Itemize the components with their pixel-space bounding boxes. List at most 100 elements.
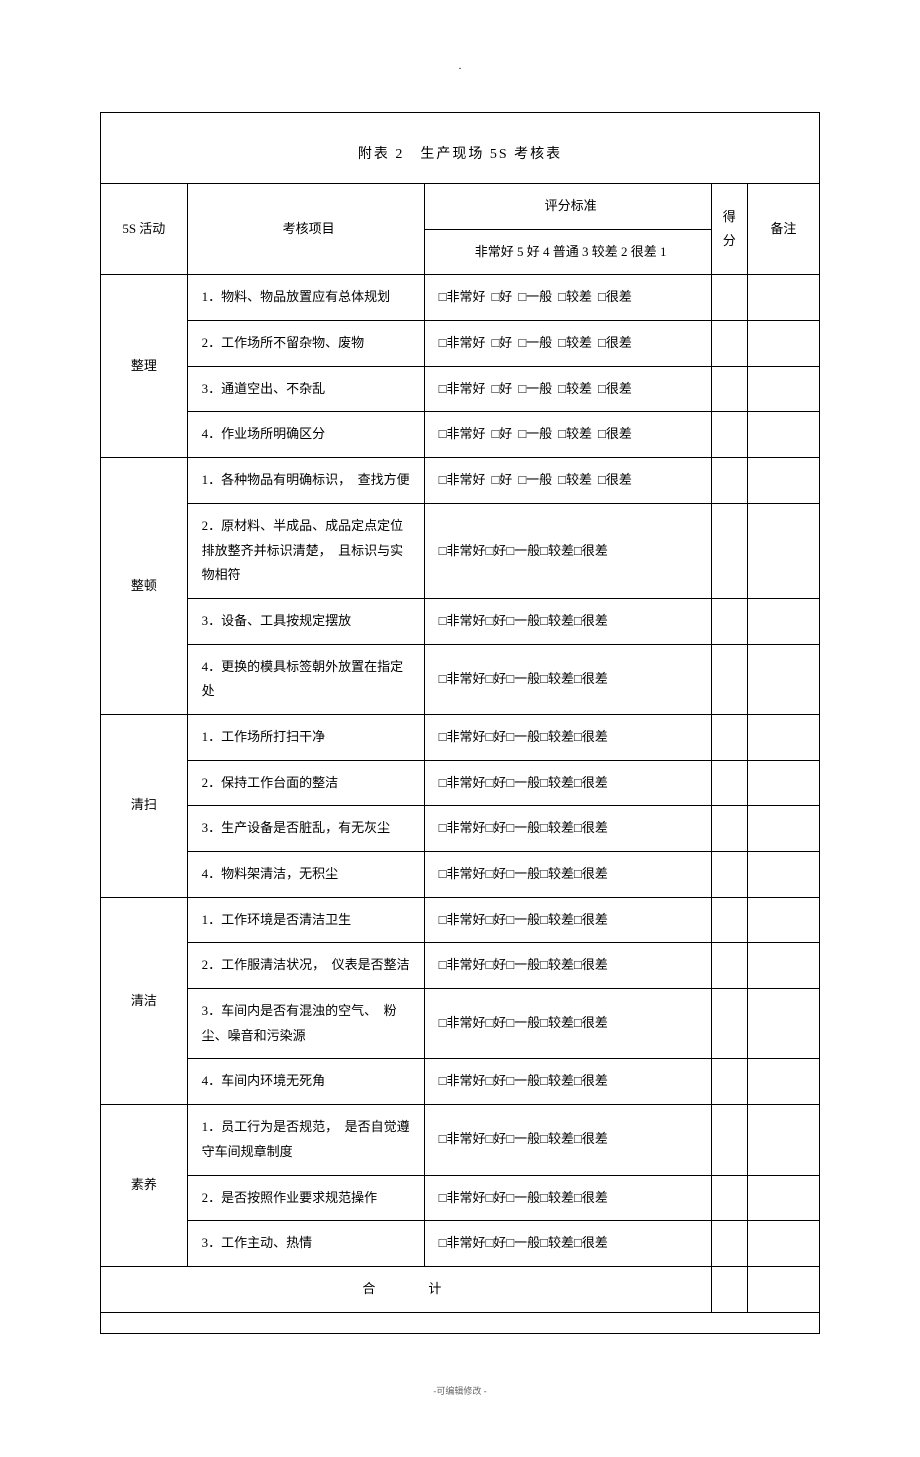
rating-cell[interactable]: □非常好□好□一般□较差□很差 [424, 1221, 711, 1267]
score-cell[interactable] [711, 644, 747, 714]
note-cell[interactable] [747, 1105, 819, 1175]
score-cell[interactable] [711, 275, 747, 321]
score-cell[interactable] [711, 1221, 747, 1267]
rating-option[interactable]: □很差 [598, 335, 632, 350]
table-row: 3．工作主动、热情□非常好□好□一般□较差□很差 [101, 1221, 819, 1267]
rating-cell[interactable]: □非常好□好□一般□较差□很差 [424, 989, 711, 1059]
note-cell[interactable] [747, 644, 819, 714]
rating-option[interactable]: □好 [491, 289, 512, 304]
table-row: 清扫1．工作场所打扫干净□非常好□好□一般□较差□很差 [101, 714, 819, 760]
item-cell: 4．物料架清洁，无积尘 [187, 852, 424, 898]
score-cell[interactable] [711, 714, 747, 760]
activity-cell: 素养 [101, 1105, 187, 1267]
rating-option[interactable]: □较差 [558, 289, 592, 304]
item-cell: 1．工作场所打扫干净 [187, 714, 424, 760]
rating-cell[interactable]: □非常好□好□一般□较差□很差 [424, 943, 711, 989]
rating-cell[interactable]: □非常好 □好 □一般 □较差 □很差 [424, 366, 711, 412]
note-cell[interactable] [747, 412, 819, 458]
note-cell[interactable] [747, 458, 819, 504]
score-cell[interactable] [711, 897, 747, 943]
score-cell[interactable] [711, 1059, 747, 1105]
rating-option[interactable]: □很差 [598, 381, 632, 396]
note-cell[interactable] [747, 943, 819, 989]
rating-cell[interactable]: □非常好 □好 □一般 □较差 □很差 [424, 458, 711, 504]
score-cell[interactable] [711, 1105, 747, 1175]
rating-cell[interactable]: □非常好□好□一般□较差□很差 [424, 852, 711, 898]
note-cell[interactable] [747, 366, 819, 412]
rating-option[interactable]: □非常好 [439, 381, 486, 396]
rating-option[interactable]: □一般 [518, 335, 552, 350]
note-cell[interactable] [747, 1221, 819, 1267]
rating-cell[interactable]: □非常好 □好 □一般 □较差 □很差 [424, 412, 711, 458]
note-cell[interactable] [747, 897, 819, 943]
score-cell[interactable] [711, 366, 747, 412]
rating-option[interactable]: □很差 [598, 289, 632, 304]
item-cell: 2．工作场所不留杂物、废物 [187, 321, 424, 367]
score-cell[interactable] [711, 321, 747, 367]
rating-option[interactable]: □好 [491, 426, 512, 441]
note-cell[interactable] [747, 503, 819, 598]
item-cell: 2．工作服清洁状况， 仪表是否整洁 [187, 943, 424, 989]
score-cell[interactable] [711, 598, 747, 644]
note-cell[interactable] [747, 806, 819, 852]
note-cell[interactable] [747, 1175, 819, 1221]
note-cell[interactable] [747, 598, 819, 644]
score-cell[interactable] [711, 458, 747, 504]
rating-option[interactable]: □较差 [558, 381, 592, 396]
rating-option[interactable]: □较差 [558, 472, 592, 487]
note-cell[interactable] [747, 852, 819, 898]
rating-option[interactable]: □好 [491, 335, 512, 350]
rating-option[interactable]: □很差 [598, 426, 632, 441]
rating-cell[interactable]: □非常好□好□一般□较差□很差 [424, 760, 711, 806]
rating-cell[interactable]: □非常好□好□一般□较差□很差 [424, 644, 711, 714]
score-cell[interactable] [711, 989, 747, 1059]
score-cell[interactable] [711, 1175, 747, 1221]
score-cell[interactable] [711, 806, 747, 852]
note-cell[interactable] [747, 1059, 819, 1105]
total-score-cell[interactable] [711, 1266, 747, 1312]
note-cell[interactable] [747, 321, 819, 367]
rating-cell[interactable]: □非常好□好□一般□较差□很差 [424, 714, 711, 760]
rating-option[interactable]: □非常好 [439, 426, 486, 441]
total-note-cell[interactable] [747, 1266, 819, 1312]
table-row: 2．保持工作台面的整洁□非常好□好□一般□较差□很差 [101, 760, 819, 806]
rating-cell[interactable]: □非常好□好□一般□较差□很差 [424, 897, 711, 943]
note-cell[interactable] [747, 989, 819, 1059]
rating-option[interactable]: □较差 [558, 335, 592, 350]
rating-cell[interactable]: □非常好□好□一般□较差□很差 [424, 1105, 711, 1175]
item-cell: 3．车间内是否有混浊的空气、 粉尘、噪音和污染源 [187, 989, 424, 1059]
rating-option[interactable]: □非常好 [439, 335, 486, 350]
table-row: 3．生产设备是否脏乱，有无灰尘□非常好□好□一般□较差□很差 [101, 806, 819, 852]
rating-cell[interactable]: □非常好 □好 □一般 □较差 □很差 [424, 275, 711, 321]
rating-option[interactable]: □好 [491, 472, 512, 487]
score-cell[interactable] [711, 852, 747, 898]
rating-option[interactable]: □非常好 [439, 472, 486, 487]
note-cell[interactable] [747, 760, 819, 806]
rating-option[interactable]: □很差 [598, 472, 632, 487]
rating-cell[interactable]: □非常好□好□一般□较差□很差 [424, 598, 711, 644]
score-cell[interactable] [711, 760, 747, 806]
rating-cell[interactable]: □非常好□好□一般□较差□很差 [424, 806, 711, 852]
note-cell[interactable] [747, 275, 819, 321]
rating-cell[interactable]: □非常好□好□一般□较差□很差 [424, 503, 711, 598]
rating-cell[interactable]: □非常好 □好 □一般 □较差 □很差 [424, 321, 711, 367]
rating-option[interactable]: □一般 [518, 426, 552, 441]
table-row: 3．设备、工具按规定摆放□非常好□好□一般□较差□很差 [101, 598, 819, 644]
score-cell[interactable] [711, 503, 747, 598]
rating-option[interactable]: □一般 [518, 289, 552, 304]
rating-option[interactable]: □一般 [518, 472, 552, 487]
score-cell[interactable] [711, 943, 747, 989]
rating-cell[interactable]: □非常好□好□一般□较差□很差 [424, 1059, 711, 1105]
rating-cell[interactable]: □非常好□好□一般□较差□很差 [424, 1175, 711, 1221]
item-cell: 4．更换的模具标签朝外放置在指定处 [187, 644, 424, 714]
rating-option[interactable]: □非常好 [439, 289, 486, 304]
rating-option[interactable]: □一般 [518, 381, 552, 396]
activity-cell: 清洁 [101, 897, 187, 1104]
total-row: 合 计 [101, 1266, 819, 1312]
rating-option[interactable]: □较差 [558, 426, 592, 441]
note-cell[interactable] [747, 714, 819, 760]
score-cell[interactable] [711, 412, 747, 458]
item-cell: 1．工作环境是否清洁卫生 [187, 897, 424, 943]
rating-option[interactable]: □好 [491, 381, 512, 396]
th-item: 考核项目 [187, 184, 424, 275]
